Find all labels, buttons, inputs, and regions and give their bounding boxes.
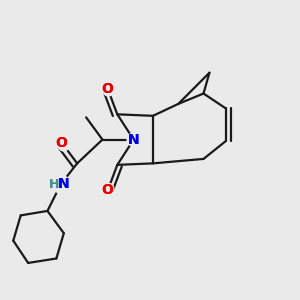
Text: O: O — [101, 183, 113, 197]
Circle shape — [103, 183, 114, 194]
Text: H: H — [49, 178, 59, 191]
Text: O: O — [55, 136, 67, 150]
Circle shape — [127, 133, 140, 146]
Text: O: O — [55, 136, 67, 150]
Circle shape — [52, 175, 70, 193]
Text: N: N — [128, 133, 140, 147]
Text: N: N — [58, 177, 70, 191]
Text: O: O — [101, 82, 113, 96]
Text: H: H — [49, 178, 59, 191]
Text: N: N — [128, 133, 140, 147]
Circle shape — [103, 85, 114, 96]
Text: O: O — [101, 183, 113, 197]
Circle shape — [58, 140, 69, 151]
Text: N: N — [58, 177, 70, 191]
Text: O: O — [101, 82, 113, 96]
